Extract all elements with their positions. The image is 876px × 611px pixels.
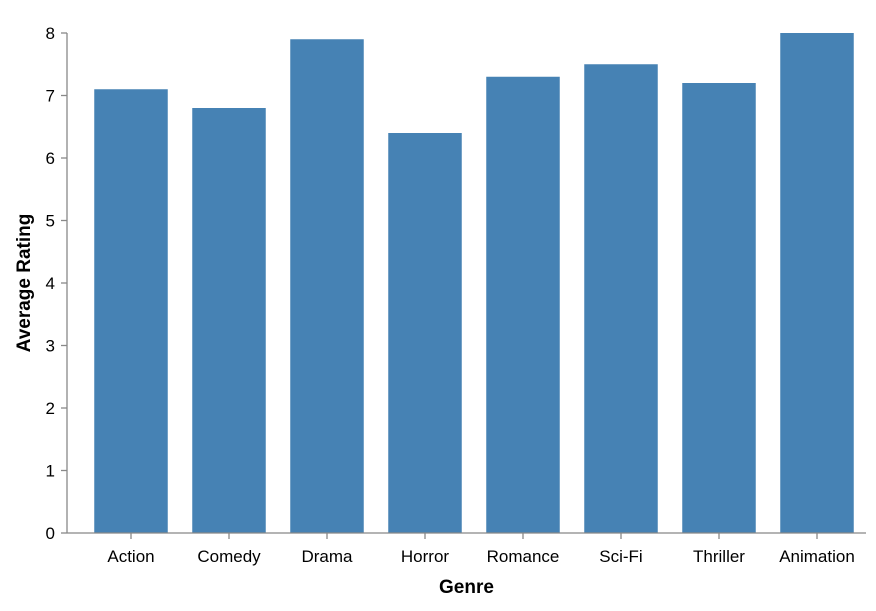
bar-sci-fi <box>584 64 658 533</box>
bar-comedy <box>192 108 266 533</box>
bar-horror <box>388 133 462 533</box>
x-axis: Action Comedy Drama Horror Romance Sci-Fi Thri… <box>67 532 866 566</box>
y-tick-label: 5 <box>46 212 55 231</box>
x-axis-title: Genre <box>439 577 494 598</box>
y-tick-label: 8 <box>46 24 55 43</box>
x-tick-label: Sci-Fi <box>599 547 642 566</box>
bar-action <box>94 89 168 533</box>
x-tick-label: Comedy <box>197 547 261 566</box>
y-tick-label: 2 <box>46 399 55 418</box>
y-axis-title: Average Rating <box>14 214 35 353</box>
x-tick-label: Thriller <box>693 547 745 566</box>
y-tick-label: 7 <box>46 87 55 106</box>
x-tick-label: Horror <box>401 547 450 566</box>
x-tick-label: Romance <box>487 547 560 566</box>
bar-thriller <box>682 83 756 533</box>
y-tick-label: 6 <box>46 149 55 168</box>
y-tick-label: 0 <box>46 524 55 543</box>
x-tick-label: Animation <box>779 547 855 566</box>
bars-layer <box>94 33 854 533</box>
y-tick-label: 1 <box>46 462 55 481</box>
x-tick-label: Drama <box>301 547 353 566</box>
y-tick-label: 3 <box>46 337 55 356</box>
bar-drama <box>290 39 364 533</box>
y-tick-label: 4 <box>46 274 55 293</box>
x-tick-label: Action <box>107 547 154 566</box>
y-axis: 0 1 2 3 4 5 6 7 8 <box>46 24 68 543</box>
bar-animation <box>780 33 854 533</box>
bar-romance <box>486 76 560 533</box>
